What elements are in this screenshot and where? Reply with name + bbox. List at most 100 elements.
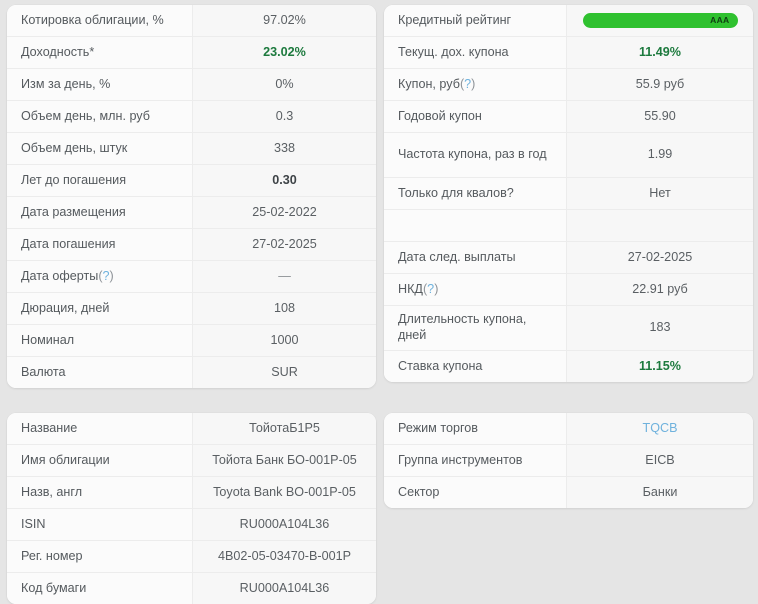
row-label-text: Дата погашения [21,236,116,251]
row-value-text: 0.30 [272,172,297,187]
row-label-text: Текущ. дох. купона [398,44,509,59]
row-label-text: Частота купона, раз в год [398,147,547,162]
row-value-text: 1.99 [647,147,673,162]
row-value-text: SUR [271,364,298,379]
trading-row-value[interactable]: TQCB [567,413,753,444]
identity-row-value: Тойота Банк БО-001P-05 [193,445,376,476]
row-value-text: RU000A104L36 [239,580,330,595]
row-label-text: Назв, англ [21,484,83,499]
identity-row-value: 4B02-05-03470-B-001P [193,541,376,572]
identity-row-label: ISIN [7,509,193,540]
quote-row-label: Объем день, штук [7,133,193,164]
quote-row-label: Номинал [7,325,193,356]
table-row: Номинал 1000 [7,325,376,357]
row-value-text: EICB [645,452,675,467]
trading-row-value: EICB [567,445,753,476]
help-question-icon[interactable]: (?) [459,76,476,91]
row-label-text: Изм за день, % [21,76,111,91]
row-label-text: Ставка купона [398,358,483,373]
row-value-text: — [278,268,291,283]
row-label-text: Дата оферты [21,268,99,283]
table-row: Рег. номер 4B02-05-03470-B-001P [7,541,376,573]
table-row: Объем день, штук 338 [7,133,376,165]
row-label-text: Режим торгов [398,420,478,435]
coupon-row-value: 11.49% [567,37,753,68]
coupon-row-value: 22.91 руб [567,274,753,305]
row-value-text: Тойота Банк БО-001P-05 [212,452,357,467]
quote-row-value: 25-02-2022 [193,197,376,228]
trading-row-value: Банки [567,477,753,508]
table-row: Текущ. дох. купона 11.49% [384,37,753,69]
row-label-text: Дюрация, дней [21,300,110,315]
quote-row-label: Изм за день, % [7,69,193,100]
identity-column: Название ТойотаБ1P5 Имя облигации Тойота Ба… [7,413,376,604]
row-label-text: Код бумаги [21,580,87,595]
quote-row-value: 0.30 [193,165,376,196]
identity-row-value: ТойотаБ1P5 [193,413,376,444]
row-label-text: Группа инструментов [398,452,523,467]
coupon-column: Кредитный рейтинг AAA Текущ. дох. купона 11… [384,5,753,382]
row-value-text: Банки [642,484,678,499]
row-label-text: Название [21,420,78,435]
status-badge: AAA [582,13,738,28]
bond-info-page: Котировка облигации, % 97.02% Доходность* 2… [7,5,753,604]
coupon-row-value: 1.99 [567,133,753,177]
table-row: Название ТойотаБ1P5 [7,413,376,445]
row-value-text: 108 [273,300,295,315]
table-row: Лет до погашения 0.30 [7,165,376,197]
identity-row-label: Название [7,413,193,444]
quote-row-value: 27-02-2025 [193,229,376,260]
row-value-text: 23.02% [263,44,306,59]
row-value-text: Toyota Bank BO-001P-05 [213,484,356,499]
quote-card: Котировка облигации, % 97.02% Доходность* 2… [7,5,376,388]
row-value-text: RU000A104L36 [239,516,330,531]
identity-card: Название ТойотаБ1P5 Имя облигации Тойота Ба… [7,413,376,604]
coupon-row-label: НКД (?) [384,274,567,305]
table-row: Только для квалов? Нет [384,178,753,210]
table-row: Изм за день, % 0% [7,69,376,101]
row-label-text: Длительность купона, дней [398,312,527,342]
row-value-text: 55.90 [644,108,676,123]
row-value-text: 97.02% [263,12,306,27]
quote-row-label: Дата оферты (?) [7,261,193,292]
table-row: Имя облигации Тойота Банк БО-001P-05 [7,445,376,477]
table-row: Купон, руб (?) 55.9 руб [384,69,753,101]
table-row: Объем день, млн. руб 0.3 [7,101,376,133]
table-row: Дата погашения 27-02-2025 [7,229,376,261]
table-row: Дата оферты (?) — [7,261,376,293]
row-label-text: Котировка облигации, % [21,12,164,27]
help-question-icon[interactable]: (?) [422,281,439,296]
table-row: Ставка купона 11.15% [384,351,753,382]
credit-rating-row: Кредитный рейтинг AAA [384,5,753,37]
table-row: Годовой купон 55.90 [384,101,753,133]
quote-row-value: — [193,261,376,292]
row-value-text: 183 [649,320,671,335]
trading-row-label: Режим торгов [384,413,567,444]
quote-row-value: 0% [193,69,376,100]
help-question-icon[interactable]: (?) [98,268,114,283]
row-label-text: Валюта [21,364,66,379]
identity-row-value: RU000A104L36 [193,573,376,604]
row-value-text: 25-02-2022 [252,204,317,219]
quote-row-label: Дюрация, дней [7,293,193,324]
table-row: Валюта SUR [7,357,376,388]
quote-column: Котировка облигации, % 97.02% Доходность* 2… [7,5,376,388]
coupon-row-label: Ставка купона [384,351,567,382]
credit-rating-label: Кредитный рейтинг [384,5,567,36]
row-value-text: 0.3 [275,108,294,123]
row-value-text: TQCB [642,420,678,435]
trading-card: Режим торгов TQCB Группа инструментов EICB С… [384,413,753,508]
row-label-text: Годовой купон [398,108,482,123]
coupon-row-label: Текущ. дох. купона [384,37,567,68]
top-card-row: Котировка облигации, % 97.02% Доходность* 2… [7,5,753,388]
table-row: Назв, англ Toyota Bank BO-001P-05 [7,477,376,509]
row-value-text: 27-02-2025 [252,236,317,251]
row-label-text: Сектор [398,484,440,499]
table-row: ISIN RU000A104L36 [7,509,376,541]
quote-row-value: 0.3 [193,101,376,132]
coupon-row-value: 11.15% [567,351,753,382]
bottom-card-row: Название ТойотаБ1P5 Имя облигации Тойота Ба… [7,413,753,604]
row-value-text: 55.9 руб [635,76,685,91]
quote-row-value: SUR [193,357,376,388]
identity-row-value: Toyota Bank BO-001P-05 [193,477,376,508]
